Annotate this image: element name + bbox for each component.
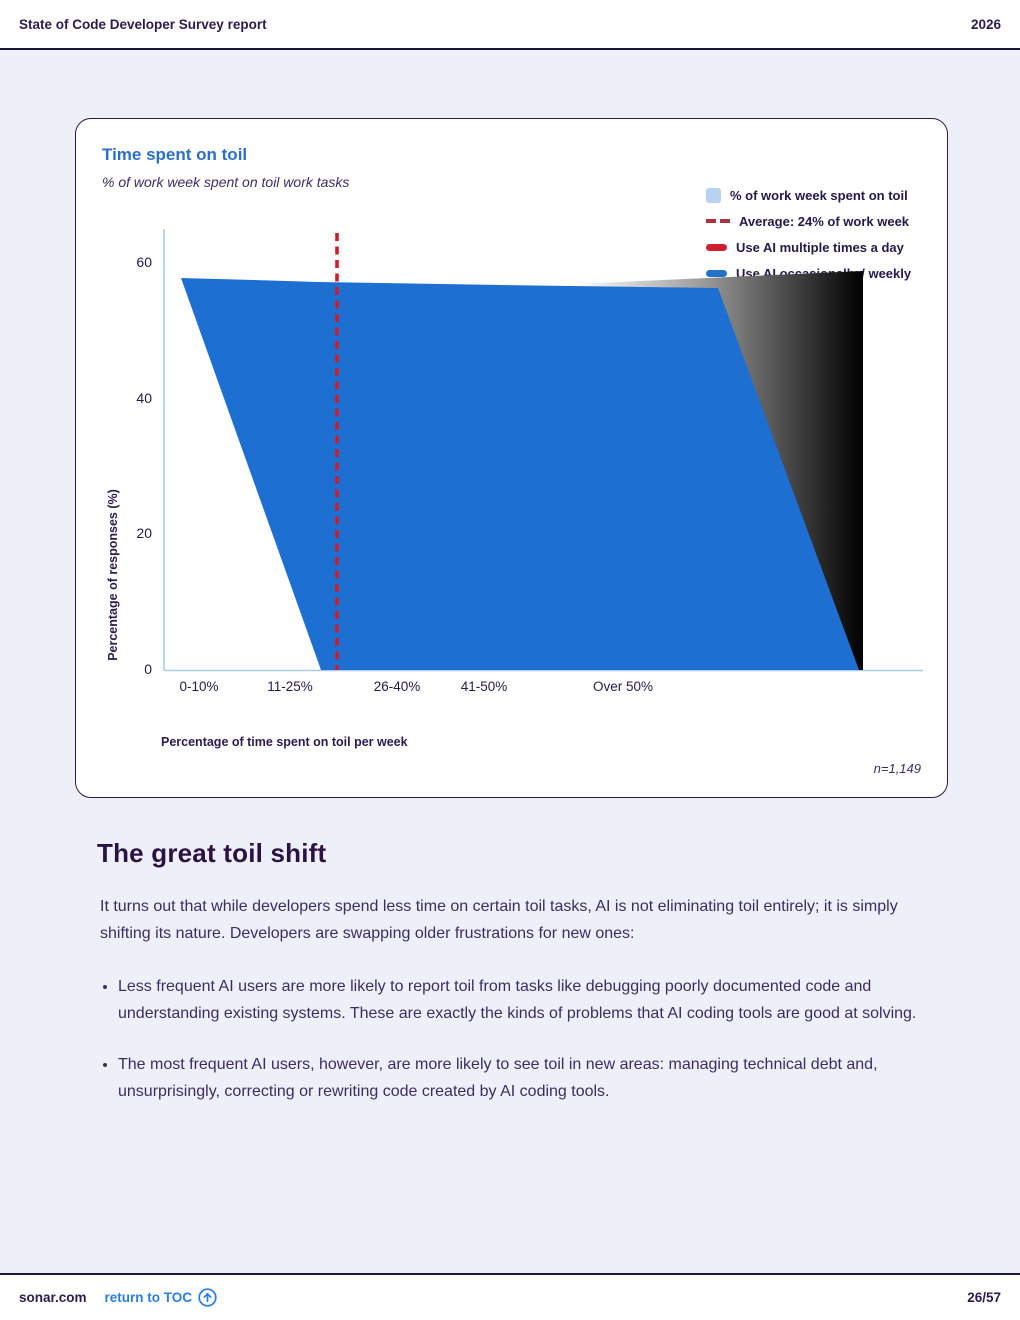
page-number: 26/57 xyxy=(967,1290,1001,1305)
legend-item: Average: 24% of work week xyxy=(706,212,909,230)
sample-size-label: n=1,149 xyxy=(873,761,921,776)
x-axis-title: Percentage of time spent on toil per wee… xyxy=(161,735,408,749)
legend-swatch-icon xyxy=(706,219,730,223)
legend-item: Use AI occasionally / weekly xyxy=(706,264,911,282)
chart-subtitle: % of work week spent on toil work tasks xyxy=(102,174,350,190)
x-tick-label: 11-25% xyxy=(267,679,313,694)
y-tick-label: 40 xyxy=(136,390,152,406)
return-to-toc-link[interactable]: return to TOC xyxy=(105,1288,218,1307)
y-axis-title: Percentage of responses (%) xyxy=(106,489,120,661)
text-section: The great toil shift It turns out that w… xyxy=(97,838,933,1129)
section-intro: It turns out that while developers spend… xyxy=(100,898,898,942)
x-tick-label: 0-10% xyxy=(179,679,219,694)
page-header: State of Code Developer Survey report 20… xyxy=(0,0,1020,50)
legend-label: Use AI multiple times a day xyxy=(736,239,904,255)
y-tick-label: 0 xyxy=(144,661,152,677)
y-tick-label: 20 xyxy=(136,525,152,541)
x-tick-label: 26-40% xyxy=(373,679,421,694)
legend-swatch-icon xyxy=(706,269,727,277)
bullet-item: Less frequent AI users are more likely t… xyxy=(118,973,933,1027)
page-footer: sonar.com return to TOC 26/57 xyxy=(0,1273,1020,1320)
report-title: State of Code Developer Survey report xyxy=(19,16,267,32)
return-to-toc-label[interactable]: return to TOC xyxy=(104,1290,193,1305)
legend-label: Average: 24% of work week xyxy=(739,213,910,229)
x-tick-label: Over 50% xyxy=(592,679,654,694)
bullet-list: Less frequent AI users are more likely t… xyxy=(97,973,933,1105)
x-tick-label: 41-50% xyxy=(460,679,508,694)
report-year: 2026 xyxy=(970,16,1001,32)
legend-swatch-icon xyxy=(706,243,727,251)
y-tick-label: 60 xyxy=(136,254,152,270)
return-to-toc-icon[interactable] xyxy=(198,1288,217,1307)
toil-area-shape xyxy=(181,278,859,670)
section-heading: The great toil shift xyxy=(97,838,327,868)
legend-swatch-icon xyxy=(706,187,721,203)
legend-label: % of work week spent on toil xyxy=(730,187,908,203)
legend-label: Use AI occasionally / weekly xyxy=(736,265,912,281)
site-name: sonar.com xyxy=(19,1290,87,1305)
chart-title: Time spent on toil xyxy=(102,145,248,164)
chart-card: Time spent on toil % of work week spent … xyxy=(75,118,948,798)
legend-item: % of work week spent on toil xyxy=(706,186,908,204)
bullet-item: The most frequent AI users, however, are… xyxy=(118,1051,933,1105)
legend-item: Use AI multiple times a day xyxy=(706,238,904,256)
gradient-artifact-shape xyxy=(574,271,863,670)
